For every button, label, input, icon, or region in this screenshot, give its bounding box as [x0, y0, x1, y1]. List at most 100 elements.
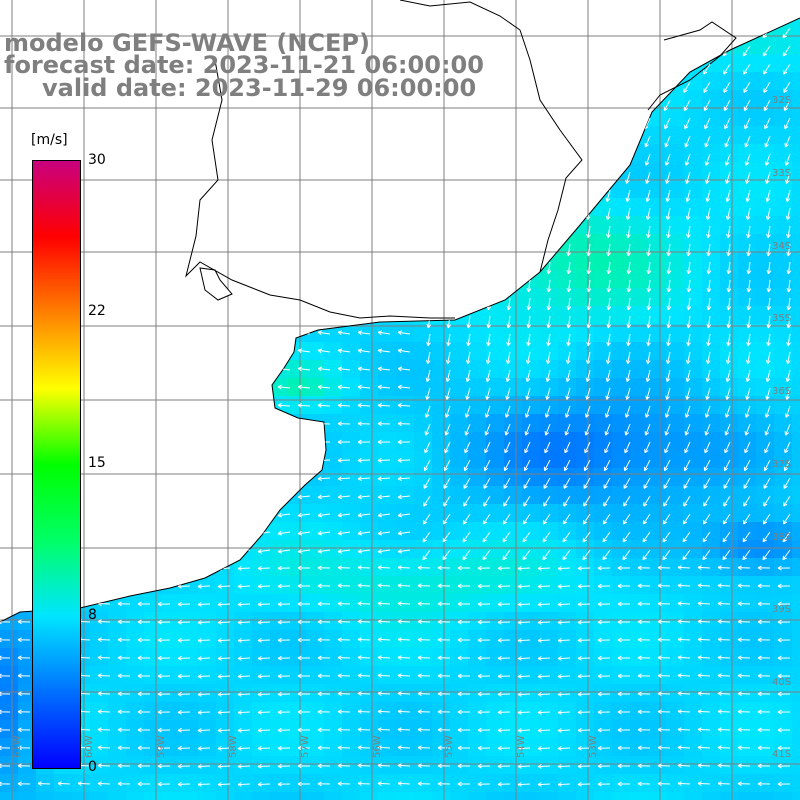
- field-cell: [288, 324, 306, 342]
- field-cell: [648, 36, 666, 54]
- wind-arrow: [117, 601, 131, 607]
- wind-arrow: [397, 188, 411, 193]
- wind-arrow: [505, 189, 511, 202]
- wind-arrow: [697, 781, 711, 786]
- wind-arrow: [137, 745, 151, 751]
- wind-arrow: [157, 476, 171, 482]
- wind-arrow: [377, 26, 391, 31]
- field-cell: [522, 720, 540, 738]
- field-cell: [252, 342, 270, 360]
- field-cell: [90, 234, 108, 252]
- wind-arrow: [705, 369, 711, 383]
- wind-arrow: [482, 18, 491, 21]
- field-cell: [666, 774, 684, 792]
- field-cell: [108, 756, 126, 774]
- field-cell: [558, 234, 576, 252]
- wind-arrow: [357, 134, 371, 140]
- field-cell: [126, 450, 144, 468]
- wind-arrow: [317, 619, 331, 625]
- field-cell: [360, 630, 378, 648]
- field-cell: [720, 558, 738, 576]
- field-cell: [774, 198, 792, 216]
- longitude-labels: 61W 60W 59W 58W 57W 56W 55W 54W 53W: [12, 735, 599, 758]
- field-cell: [486, 360, 504, 378]
- field-cell: [576, 252, 594, 270]
- wind-arrow: [524, 135, 531, 148]
- field-cell: [720, 108, 738, 126]
- field-cell: [612, 108, 630, 126]
- field-cell: [774, 0, 792, 18]
- wind-arrow: [524, 117, 531, 130]
- field-cell: [216, 378, 234, 396]
- field-cell: [108, 378, 126, 396]
- field-cell: [792, 396, 800, 414]
- field-cell: [108, 270, 126, 288]
- wind-arrow: [486, 225, 491, 239]
- wind-arrow: [577, 763, 591, 769]
- field-cell: [576, 360, 594, 378]
- field-cell: [144, 234, 162, 252]
- field-cell: [306, 684, 324, 702]
- field-cell: [108, 234, 126, 252]
- field-cell: [198, 252, 216, 270]
- field-cell: [252, 216, 270, 234]
- field-cell: [756, 486, 774, 504]
- wind-arrow: [697, 673, 711, 678]
- field-cell: [594, 630, 612, 648]
- wind-arrow: [257, 619, 271, 625]
- field-cell: [360, 216, 378, 234]
- field-cell: [378, 270, 396, 288]
- field-cell: [324, 702, 342, 720]
- wind-arrow: [505, 369, 511, 383]
- wind-arrow: [684, 441, 691, 454]
- field-cell: [630, 360, 648, 378]
- wind-arrow: [237, 170, 251, 176]
- wind-arrow: [697, 565, 711, 570]
- wind-arrow: [586, 279, 592, 293]
- field-cell: [486, 270, 504, 288]
- field-cell: [270, 666, 288, 684]
- wind-arrow: [517, 728, 531, 733]
- wind-arrow: [297, 366, 311, 372]
- field-cell: [216, 252, 234, 270]
- wind-arrow: [597, 601, 611, 607]
- field-cell: [666, 90, 684, 108]
- wind-arrow: [257, 709, 271, 715]
- field-cell: [522, 342, 540, 360]
- wind-arrow: [483, 459, 491, 472]
- wind-arrow: [623, 99, 631, 112]
- wind-arrow: [197, 782, 211, 787]
- field-cell: [162, 522, 180, 540]
- field-cell: [306, 558, 324, 576]
- field-cell: [198, 486, 216, 504]
- wind-arrow: [465, 405, 471, 418]
- wind-arrow: [637, 691, 651, 697]
- field-cell: [252, 324, 270, 342]
- wind-arrow: [465, 207, 471, 221]
- wind-arrow: [357, 637, 371, 642]
- field-cell: [180, 306, 198, 324]
- wind-arrow: [117, 745, 131, 751]
- wind-arrow: [483, 477, 491, 489]
- field-cell: [648, 234, 666, 252]
- wind-arrow: [98, 8, 110, 12]
- wind-arrow: [686, 351, 691, 365]
- field-cell: [612, 684, 630, 702]
- wind-arrow: [437, 745, 451, 751]
- field-cell: [288, 576, 306, 594]
- field-cell: [612, 792, 630, 800]
- wind-arrow: [543, 477, 551, 489]
- wind-arrow: [785, 369, 791, 383]
- wind-arrow: [686, 261, 692, 275]
- wind-arrow: [337, 384, 351, 390]
- wind-arrow: [485, 369, 491, 383]
- field-cell: [486, 198, 504, 216]
- wind-arrow: [677, 637, 691, 642]
- wind-arrow: [337, 637, 351, 643]
- wind-arrow: [157, 134, 171, 140]
- field-cell: [702, 576, 720, 594]
- field-cell: [54, 0, 72, 18]
- wind-arrow: [537, 710, 551, 715]
- wind-arrow: [744, 153, 751, 166]
- wind-arrow: [397, 583, 411, 588]
